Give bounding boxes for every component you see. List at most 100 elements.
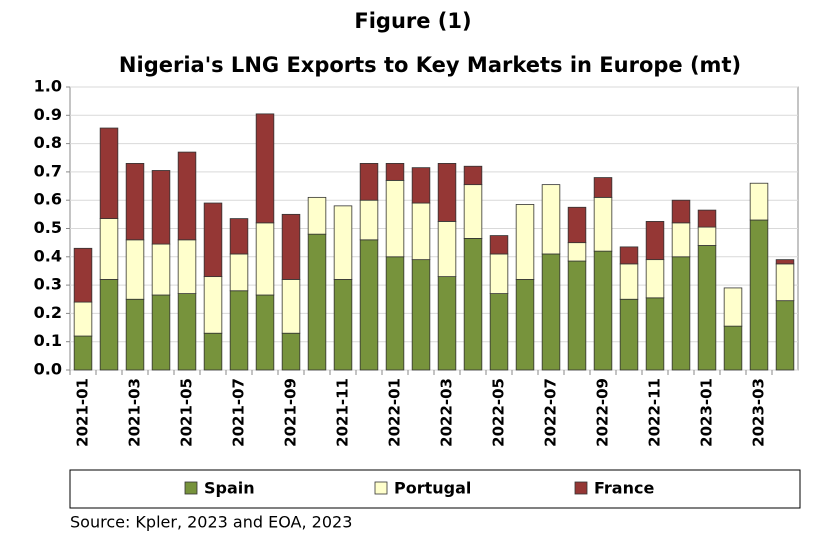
- source: Source: Kpler, 2023 and EOA, 2023: [70, 513, 352, 532]
- bar-segment: [645, 221, 665, 261]
- legend-swatch: [374, 481, 388, 495]
- bar-segment: [151, 243, 171, 296]
- bar-segment: [307, 196, 327, 235]
- bar-segment: [593, 250, 613, 371]
- bar-segment: [671, 199, 691, 224]
- x-tick-label: 2021-05: [178, 378, 196, 447]
- bar-segment: [593, 196, 613, 252]
- y-tick-label: 0.4: [34, 246, 62, 265]
- bar-segment: [281, 279, 301, 334]
- legend-box: [69, 469, 801, 509]
- bar-segment: [723, 325, 743, 371]
- bar-segment: [203, 276, 223, 334]
- bar-segment: [203, 202, 223, 278]
- bar-segment: [255, 294, 275, 371]
- bar-segment: [73, 301, 93, 337]
- x-tick-label: 2021-01: [74, 378, 92, 447]
- bar-segment: [125, 239, 145, 300]
- y-tick-label: 0.7: [34, 161, 62, 180]
- bar-segment: [307, 233, 327, 371]
- bar-segment: [697, 209, 717, 228]
- bar-segment: [177, 151, 197, 241]
- bar-segment: [515, 204, 535, 280]
- bar-segment: [281, 213, 301, 280]
- bar-segment: [775, 300, 795, 371]
- bar-segment: [463, 165, 483, 186]
- bar-segment: [125, 163, 145, 241]
- x-tick-label: 2022-01: [386, 378, 404, 447]
- bar-segment: [723, 287, 743, 327]
- bar-segment: [437, 163, 457, 222]
- bar-segment: [619, 298, 639, 371]
- bar-segment: [697, 245, 717, 371]
- y-tick-label: 0.8: [34, 133, 62, 152]
- bar-segment: [541, 184, 561, 255]
- bar-segment: [645, 297, 665, 371]
- x-tick-label: 2023-03: [750, 378, 768, 447]
- bar-segment: [281, 332, 301, 371]
- bar-segment: [619, 263, 639, 300]
- bar-segment: [151, 170, 171, 245]
- y-tick-label: 0.2: [34, 303, 62, 322]
- bar-segment: [99, 218, 119, 280]
- bar-segment: [541, 253, 561, 371]
- y-tick-label: 0.5: [34, 218, 62, 237]
- bar-segment: [255, 222, 275, 296]
- bar-segment: [333, 205, 353, 280]
- x-tick-label: 2022-09: [594, 378, 612, 447]
- x-tick-label: 2022-05: [490, 378, 508, 447]
- bar-segment: [619, 246, 639, 265]
- bar-segment: [567, 260, 587, 371]
- x-tick-label: 2021-09: [282, 378, 300, 447]
- figure-label: Figure (1): [354, 9, 471, 33]
- bar-segment: [749, 182, 769, 221]
- bar-segment: [229, 290, 249, 371]
- bar-segment: [749, 219, 769, 371]
- y-tick-label: 0.0: [34, 360, 62, 379]
- legend-label: Portugal: [394, 479, 471, 498]
- bar-segment: [593, 177, 613, 198]
- legend-label: France: [594, 479, 654, 498]
- x-tick-label: 2022-11: [646, 378, 664, 447]
- x-tick-label: 2021-03: [126, 378, 144, 447]
- bar-segment: [229, 253, 249, 292]
- bar-segment: [437, 276, 457, 371]
- bar-segment: [463, 238, 483, 371]
- y-tick-label: 1.0: [34, 77, 62, 96]
- bar-segment: [151, 294, 171, 371]
- bar-segment: [73, 247, 93, 303]
- bar-segment: [489, 253, 509, 294]
- bar-segment: [567, 242, 587, 262]
- bar-segment: [775, 259, 795, 265]
- bar-segment: [411, 202, 431, 261]
- bar-segment: [385, 163, 405, 181]
- bar-segment: [359, 199, 379, 241]
- y-tick-label: 0.9: [34, 105, 62, 124]
- bar-segment: [671, 222, 691, 258]
- bar-segment: [125, 298, 145, 371]
- bar-segment: [775, 263, 795, 302]
- bar-segment: [671, 256, 691, 371]
- bar-segment: [99, 127, 119, 219]
- bar-segment: [385, 256, 405, 371]
- bar-segment: [73, 335, 93, 371]
- bar-segment: [177, 293, 197, 371]
- bar-segment: [359, 163, 379, 201]
- bar-segment: [489, 235, 509, 255]
- bar-segment: [177, 239, 197, 294]
- x-tick-label: 2022-07: [542, 378, 560, 447]
- legend-swatch: [574, 481, 588, 495]
- x-tick-label: 2022-03: [438, 378, 456, 447]
- bar-segment: [229, 218, 249, 255]
- x-tick-label: 2021-11: [334, 378, 352, 447]
- bar-segment: [489, 293, 509, 371]
- bar-segment: [203, 332, 223, 371]
- bar-segment: [645, 259, 665, 299]
- y-tick-label: 0.1: [34, 331, 62, 350]
- bar-segment: [385, 179, 405, 258]
- bar-segment: [437, 221, 457, 278]
- bar-segment: [411, 167, 431, 204]
- x-tick-label: 2021-07: [230, 378, 248, 447]
- bar-segment: [567, 206, 587, 244]
